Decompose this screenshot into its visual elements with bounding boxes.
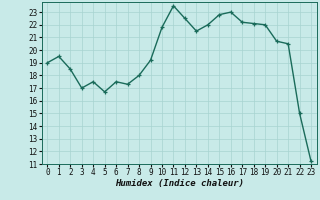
- X-axis label: Humidex (Indice chaleur): Humidex (Indice chaleur): [115, 179, 244, 188]
